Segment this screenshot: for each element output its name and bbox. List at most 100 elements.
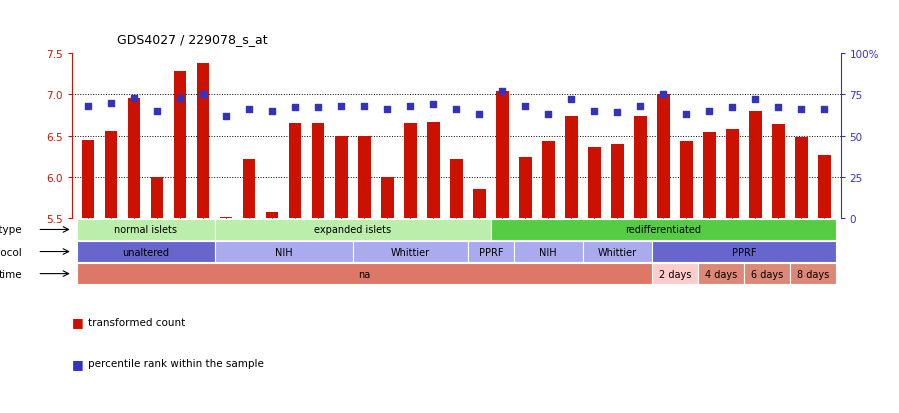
Bar — [680, 141, 693, 219]
Bar — [104, 132, 118, 219]
Point — [127, 95, 141, 102]
Point — [357, 103, 371, 110]
Bar — [312, 124, 325, 219]
Bar — [76, 241, 215, 263]
Text: ■: ■ — [72, 357, 84, 370]
Bar — [174, 72, 186, 219]
Bar — [496, 92, 509, 219]
Point — [771, 105, 786, 112]
Point — [150, 108, 165, 115]
Bar — [652, 241, 836, 263]
Point — [541, 112, 556, 118]
Bar — [795, 138, 808, 219]
Text: PPRF: PPRF — [478, 247, 503, 257]
Bar — [219, 217, 233, 219]
Bar — [657, 95, 670, 219]
Bar — [358, 136, 370, 219]
Point — [242, 107, 256, 113]
Bar — [266, 212, 279, 219]
Bar — [513, 241, 583, 263]
Bar — [467, 241, 513, 263]
Bar — [76, 219, 215, 240]
Text: 8 days: 8 days — [797, 269, 829, 279]
Bar — [404, 124, 416, 219]
Text: redifferentiated: redifferentiated — [626, 225, 701, 235]
Bar — [583, 241, 652, 263]
Point — [449, 107, 464, 113]
Bar — [698, 263, 743, 285]
Text: time: time — [0, 269, 22, 279]
Point — [219, 113, 234, 120]
Point — [817, 107, 832, 113]
Bar — [588, 148, 601, 219]
Text: transformed count: transformed count — [88, 317, 185, 327]
Bar — [215, 241, 352, 263]
Bar — [565, 116, 578, 219]
Text: ■: ■ — [72, 316, 84, 329]
Bar — [790, 263, 836, 285]
Point — [564, 97, 578, 103]
Point — [173, 95, 187, 102]
Bar — [82, 140, 94, 219]
Bar — [215, 219, 491, 240]
Point — [518, 103, 532, 110]
Point — [748, 97, 762, 103]
Bar — [427, 122, 440, 219]
Bar — [743, 263, 790, 285]
Point — [104, 100, 119, 107]
Point — [587, 108, 601, 115]
Bar — [289, 124, 301, 219]
Point — [196, 92, 210, 98]
Bar — [491, 219, 836, 240]
Point — [610, 110, 625, 116]
Point — [403, 103, 417, 110]
Text: percentile rank within the sample: percentile rank within the sample — [88, 358, 264, 368]
Text: NIH: NIH — [539, 247, 557, 257]
Text: 4 days: 4 days — [705, 269, 737, 279]
Bar — [76, 263, 652, 285]
Point — [656, 92, 671, 98]
Point — [472, 112, 486, 118]
Point — [725, 105, 740, 112]
Bar — [726, 130, 739, 219]
Bar — [818, 156, 831, 219]
Point — [633, 103, 647, 110]
Point — [311, 105, 325, 112]
Point — [334, 103, 349, 110]
Bar — [450, 159, 463, 219]
Text: unaltered: unaltered — [122, 247, 169, 257]
Bar — [473, 190, 485, 219]
Text: PPRF: PPRF — [732, 247, 756, 257]
Bar — [197, 64, 209, 219]
Text: protocol: protocol — [0, 247, 22, 257]
Point — [380, 107, 395, 113]
Bar — [703, 133, 716, 219]
Bar — [243, 159, 255, 219]
Bar — [611, 145, 624, 219]
Bar — [519, 158, 531, 219]
Bar — [128, 99, 140, 219]
Point — [679, 112, 693, 118]
Text: Whittier: Whittier — [391, 247, 430, 257]
Bar — [334, 136, 348, 219]
Text: Whittier: Whittier — [598, 247, 636, 257]
Point — [288, 105, 302, 112]
Point — [81, 103, 95, 110]
Bar — [381, 178, 394, 219]
Text: normal islets: normal islets — [114, 225, 177, 235]
Bar — [151, 178, 164, 219]
Text: NIH: NIH — [275, 247, 292, 257]
Bar — [772, 125, 785, 219]
Text: 6 days: 6 days — [751, 269, 783, 279]
Text: na: na — [358, 269, 370, 279]
Bar — [652, 263, 698, 285]
Bar — [352, 241, 467, 263]
Bar — [542, 141, 555, 219]
Text: 2 days: 2 days — [659, 269, 691, 279]
Point — [495, 88, 510, 95]
Point — [426, 102, 441, 108]
Point — [702, 108, 717, 115]
Point — [794, 107, 808, 113]
Text: cell type: cell type — [0, 225, 22, 235]
Bar — [749, 112, 761, 219]
